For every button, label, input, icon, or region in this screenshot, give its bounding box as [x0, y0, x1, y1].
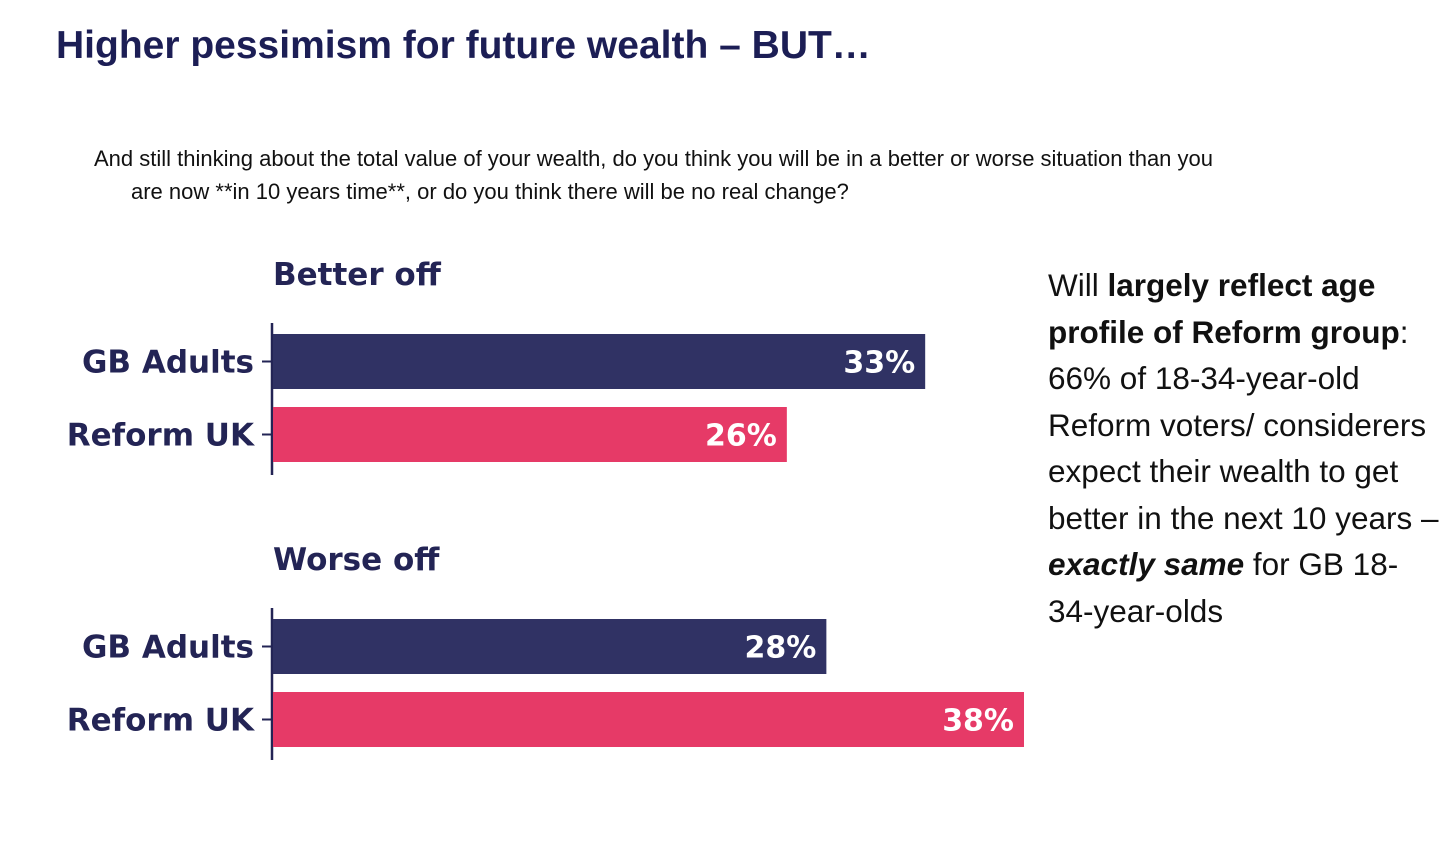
panel-title-better-off: Better off: [273, 257, 442, 293]
panel-title-worse-off: Worse off: [273, 542, 440, 578]
data-label-worse-off-gb-adults: 28%: [745, 631, 817, 666]
data-label-worse-off-reform-uk: 38%: [942, 704, 1014, 739]
note-text-1: Will: [1048, 267, 1108, 303]
wealth-outlook-chart: Better off GB Adults 33% Reform UK 26% Worse …: [67, 257, 1024, 760]
category-label-better-off-gb-adults: GB Adults: [82, 345, 254, 381]
question-line-2: are now **in 10 years time**, or do you …: [131, 179, 849, 204]
note-emphasis: exactly same: [1048, 546, 1245, 582]
data-label-better-off-reform-uk: 26%: [705, 419, 777, 454]
question-line-1: And still thinking about the total value…: [94, 146, 1213, 171]
bar-worse-off-gb-adults: [273, 619, 827, 674]
side-note: Will largely reflect age profile of Refo…: [1048, 262, 1443, 634]
category-label-better-off-reform-uk: Reform UK: [67, 418, 255, 454]
data-label-better-off-gb-adults: 33%: [843, 346, 915, 381]
note-text-3: for GB 18-34-year-olds: [1048, 546, 1399, 629]
bar-better-off-gb-adults: [273, 334, 926, 389]
category-label-worse-off-reform-uk: Reform UK: [67, 703, 255, 739]
survey-question: And still thinking about the total value…: [94, 142, 1414, 208]
note-bold-1: largely reflect age profile of Reform gr…: [1048, 267, 1400, 350]
note-text-2: : 66% of 18-34-year-old Reform voters/ c…: [1048, 313, 1439, 536]
bar-worse-off-reform-uk: [273, 692, 1024, 747]
slide-title: Higher pessimism for future wealth – BUT…: [56, 24, 871, 67]
category-label-worse-off-gb-adults: GB Adults: [82, 630, 254, 666]
bar-better-off-reform-uk: [273, 407, 787, 462]
